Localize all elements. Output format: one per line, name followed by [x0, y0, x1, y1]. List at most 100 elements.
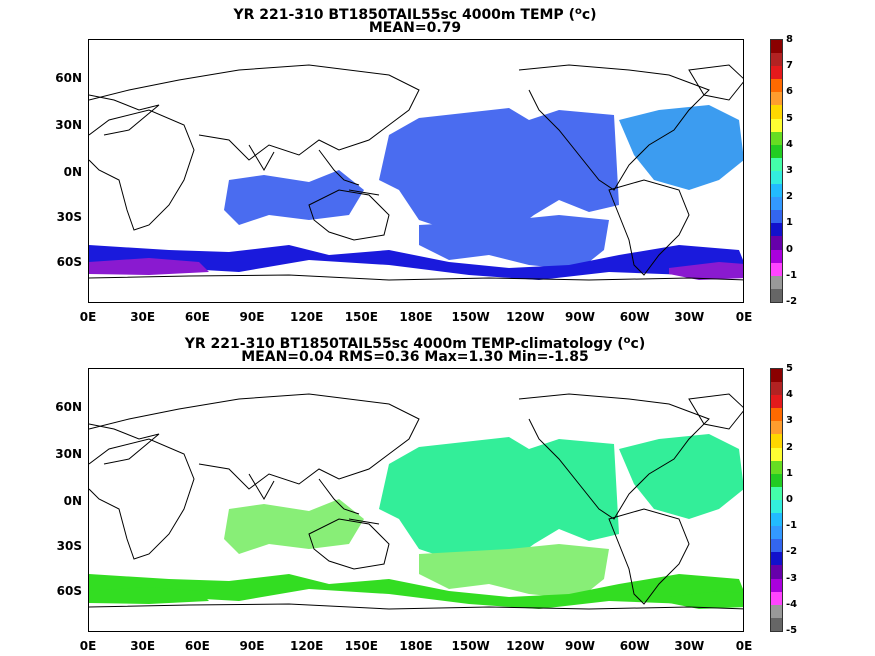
lat-tick-label: 60N: [55, 400, 82, 414]
colorbar-swatch: [771, 552, 782, 566]
lat-tick-label: 30N: [55, 447, 82, 461]
colorbar-swatch: [771, 591, 782, 605]
colorbar-swatch: [771, 131, 782, 145]
field-south-pacific: [419, 544, 609, 599]
colorbar-swatch: [771, 408, 782, 422]
field-north-pacific: [379, 108, 619, 230]
colorbar-tick-label: -3: [786, 572, 798, 584]
coastline-0: [89, 438, 195, 560]
lon-tick-label: 30E: [130, 639, 156, 653]
field-north-pacific: [379, 437, 619, 559]
panel1-subtitle: MEAN=0.79: [368, 20, 462, 36]
field-weddell-sea: [89, 587, 743, 609]
colorbar-tick-label: -1: [786, 269, 798, 281]
colorbar-swatch: [771, 604, 782, 618]
colorbar-swatch: [771, 210, 782, 224]
lon-tick-label: 30W: [674, 639, 705, 653]
lon-tick-label: 150W: [451, 639, 490, 653]
colorbar-tick-label: 3: [786, 165, 793, 176]
lon-tick-label: 150E: [344, 310, 378, 324]
coastline-2: [248, 473, 275, 500]
lon-tick-label: 90W: [565, 310, 595, 324]
colorbar-swatch: [771, 578, 782, 592]
lon-tick-label: 90W: [565, 639, 595, 653]
coastline-8: [89, 603, 743, 610]
colorbar-swatch: [771, 236, 782, 250]
colorbar-swatch: [771, 79, 782, 93]
colorbar-swatch: [771, 499, 782, 514]
coastline-0: [89, 109, 195, 231]
panel2-map: [88, 368, 744, 632]
colorbar-swatch: [771, 539, 782, 553]
coastline-1: [89, 64, 420, 161]
coastline-5: [518, 393, 710, 520]
colorbar-tick-label: 4: [786, 138, 793, 150]
coastline-7: [688, 393, 743, 430]
panel2-title: YR 221-310 BT1850TAIL55sc 4000m TEMP-cli…: [184, 335, 646, 352]
lat-tick-label: 0N: [63, 494, 82, 508]
lon-tick-label: 180E: [399, 639, 433, 653]
colorbar-tick-label: 8: [786, 34, 793, 45]
colorbar-tick-label: 1: [786, 217, 793, 229]
lon-tick-label: 60W: [619, 639, 650, 653]
coastline-5: [518, 64, 710, 191]
colorbar-swatch: [771, 197, 782, 211]
lat-tick-label: 30S: [56, 539, 82, 553]
map-canvas: [89, 393, 743, 610]
field-north-atlantic: [619, 434, 743, 519]
field-indian-ocean: [224, 499, 364, 554]
lon-tick-label: 120W: [506, 639, 545, 653]
colorbar-tick-label: 3: [786, 415, 793, 427]
panel2-subtitle: MEAN=0.04 RMS=0.36 Max=1.30 Min=-1.85: [241, 349, 589, 365]
colorbar-swatch: [771, 460, 782, 474]
colorbar-tick-label: 5: [786, 363, 793, 374]
coastline-3: [318, 149, 380, 196]
lon-tick-label: 60E: [184, 639, 210, 653]
colorbar-tick-label: -1: [786, 520, 798, 532]
coastline-8: [89, 274, 743, 281]
colorbar-swatch: [771, 249, 782, 263]
lon-tick-label: 0E: [735, 310, 753, 324]
lat-tick-label: 30N: [55, 118, 82, 132]
colorbar-swatch: [771, 40, 782, 54]
colorbar-swatch: [771, 369, 782, 383]
panel1-title: YR 221-310 BT1850TAIL55sc 4000m TEMP (oc…: [233, 6, 597, 23]
lon-tick-label: 30W: [674, 310, 705, 324]
colorbar-swatch: [771, 262, 782, 276]
colorbar-tick-label: 4: [786, 389, 793, 401]
colorbar-tick-label: -2: [786, 296, 798, 307]
field-weddell-sea: [89, 258, 743, 280]
colorbar-swatch: [771, 447, 782, 461]
lon-tick-label: 0E: [79, 310, 97, 324]
coastline-9: [89, 94, 160, 136]
field-indian-ocean: [224, 170, 364, 225]
lon-tick-label: 30E: [130, 310, 156, 324]
panel1-colorbar: [770, 39, 783, 303]
coastline-9: [89, 423, 160, 465]
field-southern-ocean: [89, 245, 743, 280]
field-north-atlantic: [619, 105, 743, 190]
coastline-6: [608, 179, 690, 276]
lon-tick-label: 0E: [735, 639, 753, 653]
colorbar-swatch: [771, 105, 782, 119]
lon-tick-label: 60W: [619, 310, 650, 324]
map-canvas: [89, 64, 743, 281]
field-south-pacific: [419, 215, 609, 270]
colorbar-swatch: [771, 473, 782, 487]
lat-tick-label: 0N: [63, 165, 82, 179]
lon-tick-label: 90E: [239, 310, 265, 324]
colorbar-swatch: [771, 170, 782, 185]
lat-tick-label: 60S: [56, 255, 82, 269]
colorbar-tick-label: 0: [786, 494, 793, 505]
lon-tick-label: 120W: [506, 310, 545, 324]
coastline-4: [308, 518, 390, 570]
coastline-2: [248, 144, 275, 171]
colorbar-swatch: [771, 526, 782, 540]
colorbar-swatch: [771, 421, 782, 435]
colorbar-tick-label: -2: [786, 546, 798, 558]
lat-tick-label: 60N: [55, 71, 82, 85]
lon-tick-label: 180E: [399, 310, 433, 324]
colorbar-tick-label: 7: [786, 60, 793, 72]
lon-tick-label: 90E: [239, 639, 265, 653]
lon-tick-label: 60E: [184, 310, 210, 324]
